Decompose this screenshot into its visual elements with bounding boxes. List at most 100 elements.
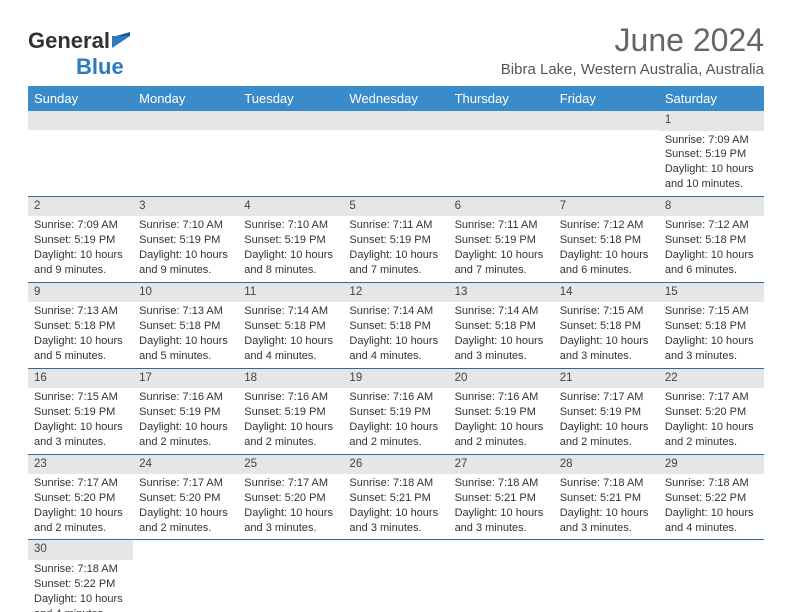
day-number: 10 — [133, 283, 238, 303]
calendar-cell: 10Sunrise: 7:13 AMSunset: 5:18 PMDayligh… — [133, 282, 238, 368]
calendar-cell: 3Sunrise: 7:10 AMSunset: 5:19 PMDaylight… — [133, 196, 238, 282]
day-number: 16 — [28, 369, 133, 389]
day-number: 15 — [659, 283, 764, 303]
calendar-cell — [343, 111, 448, 196]
day-body: Sunrise: 7:11 AMSunset: 5:19 PMDaylight:… — [449, 216, 554, 281]
day-number: 12 — [343, 283, 448, 303]
day-body: Sunrise: 7:17 AMSunset: 5:19 PMDaylight:… — [554, 388, 659, 453]
calendar-cell: 11Sunrise: 7:14 AMSunset: 5:18 PMDayligh… — [238, 282, 343, 368]
calendar-cell: 24Sunrise: 7:17 AMSunset: 5:20 PMDayligh… — [133, 454, 238, 540]
day-body: Sunrise: 7:14 AMSunset: 5:18 PMDaylight:… — [449, 302, 554, 367]
day-body: Sunrise: 7:14 AMSunset: 5:18 PMDaylight:… — [343, 302, 448, 367]
weekday-header: Sunday — [28, 86, 133, 111]
calendar-cell: 17Sunrise: 7:16 AMSunset: 5:19 PMDayligh… — [133, 368, 238, 454]
calendar-cell: 4Sunrise: 7:10 AMSunset: 5:19 PMDaylight… — [238, 196, 343, 282]
calendar-cell — [554, 540, 659, 612]
weekday-header: Wednesday — [343, 86, 448, 111]
calendar-cell: 27Sunrise: 7:18 AMSunset: 5:21 PMDayligh… — [449, 454, 554, 540]
day-number: 7 — [554, 197, 659, 217]
calendar-cell: 19Sunrise: 7:16 AMSunset: 5:19 PMDayligh… — [343, 368, 448, 454]
calendar-cell: 1Sunrise: 7:09 AMSunset: 5:19 PMDaylight… — [659, 111, 764, 196]
weekday-header: Saturday — [659, 86, 764, 111]
day-body: Sunrise: 7:10 AMSunset: 5:19 PMDaylight:… — [238, 216, 343, 281]
flag-icon — [112, 28, 134, 54]
calendar-cell: 23Sunrise: 7:17 AMSunset: 5:20 PMDayligh… — [28, 454, 133, 540]
calendar-cell: 2Sunrise: 7:09 AMSunset: 5:19 PMDaylight… — [28, 196, 133, 282]
day-body: Sunrise: 7:17 AMSunset: 5:20 PMDaylight:… — [659, 388, 764, 453]
calendar-cell — [554, 111, 659, 196]
day-body: Sunrise: 7:16 AMSunset: 5:19 PMDaylight:… — [343, 388, 448, 453]
calendar-cell: 28Sunrise: 7:18 AMSunset: 5:21 PMDayligh… — [554, 454, 659, 540]
day-number: 3 — [133, 197, 238, 217]
day-body: Sunrise: 7:17 AMSunset: 5:20 PMDaylight:… — [28, 474, 133, 539]
day-body: Sunrise: 7:12 AMSunset: 5:18 PMDaylight:… — [554, 216, 659, 281]
day-body: Sunrise: 7:16 AMSunset: 5:19 PMDaylight:… — [449, 388, 554, 453]
calendar-cell: 14Sunrise: 7:15 AMSunset: 5:18 PMDayligh… — [554, 282, 659, 368]
day-number: 19 — [343, 369, 448, 389]
day-body: Sunrise: 7:12 AMSunset: 5:18 PMDaylight:… — [659, 216, 764, 281]
calendar-week-row: 1Sunrise: 7:09 AMSunset: 5:19 PMDaylight… — [28, 111, 764, 196]
day-body: Sunrise: 7:15 AMSunset: 5:18 PMDaylight:… — [659, 302, 764, 367]
day-number: 9 — [28, 283, 133, 303]
day-body: Sunrise: 7:15 AMSunset: 5:19 PMDaylight:… — [28, 388, 133, 453]
day-body: Sunrise: 7:18 AMSunset: 5:21 PMDaylight:… — [449, 474, 554, 539]
calendar-cell: 13Sunrise: 7:14 AMSunset: 5:18 PMDayligh… — [449, 282, 554, 368]
calendar-cell: 7Sunrise: 7:12 AMSunset: 5:18 PMDaylight… — [554, 196, 659, 282]
day-number: 5 — [343, 197, 448, 217]
calendar-cell: 21Sunrise: 7:17 AMSunset: 5:19 PMDayligh… — [554, 368, 659, 454]
day-body: Sunrise: 7:18 AMSunset: 5:21 PMDaylight:… — [343, 474, 448, 539]
calendar-week-row: 23Sunrise: 7:17 AMSunset: 5:20 PMDayligh… — [28, 454, 764, 540]
day-number: 6 — [449, 197, 554, 217]
calendar-week-row: 16Sunrise: 7:15 AMSunset: 5:19 PMDayligh… — [28, 368, 764, 454]
day-number: 4 — [238, 197, 343, 217]
brand-logo: General Blue — [28, 28, 134, 80]
day-body: Sunrise: 7:17 AMSunset: 5:20 PMDaylight:… — [238, 474, 343, 539]
calendar-cell: 9Sunrise: 7:13 AMSunset: 5:18 PMDaylight… — [28, 282, 133, 368]
day-number: 11 — [238, 283, 343, 303]
calendar-cell — [659, 540, 764, 612]
calendar-cell: 12Sunrise: 7:14 AMSunset: 5:18 PMDayligh… — [343, 282, 448, 368]
day-number: 24 — [133, 455, 238, 475]
day-body: Sunrise: 7:11 AMSunset: 5:19 PMDaylight:… — [343, 216, 448, 281]
calendar-cell — [28, 111, 133, 196]
calendar-cell: 30Sunrise: 7:18 AMSunset: 5:22 PMDayligh… — [28, 540, 133, 612]
month-title: June 2024 — [501, 22, 764, 59]
logo-text: General Blue — [28, 28, 134, 80]
day-body: Sunrise: 7:18 AMSunset: 5:22 PMDaylight:… — [659, 474, 764, 539]
calendar-body: 1Sunrise: 7:09 AMSunset: 5:19 PMDaylight… — [28, 111, 764, 612]
weekday-header: Monday — [133, 86, 238, 111]
weekday-header-row: Sunday Monday Tuesday Wednesday Thursday… — [28, 86, 764, 111]
title-block: June 2024 Bibra Lake, Western Australia,… — [501, 22, 764, 78]
day-number: 18 — [238, 369, 343, 389]
calendar-cell: 16Sunrise: 7:15 AMSunset: 5:19 PMDayligh… — [28, 368, 133, 454]
location-subtitle: Bibra Lake, Western Australia, Australia — [501, 61, 764, 78]
day-body: Sunrise: 7:10 AMSunset: 5:19 PMDaylight:… — [133, 216, 238, 281]
day-number: 29 — [659, 455, 764, 475]
calendar-cell — [449, 540, 554, 612]
day-body: Sunrise: 7:13 AMSunset: 5:18 PMDaylight:… — [133, 302, 238, 367]
day-number: 13 — [449, 283, 554, 303]
header-row: General Blue June 2024 Bibra Lake, Weste… — [28, 22, 764, 80]
day-body: Sunrise: 7:09 AMSunset: 5:19 PMDaylight:… — [659, 131, 764, 196]
day-body: Sunrise: 7:17 AMSunset: 5:20 PMDaylight:… — [133, 474, 238, 539]
calendar-table: Sunday Monday Tuesday Wednesday Thursday… — [28, 86, 764, 612]
day-number: 2 — [28, 197, 133, 217]
calendar-page: General Blue June 2024 Bibra Lake, Weste… — [0, 0, 792, 612]
weekday-header: Thursday — [449, 86, 554, 111]
calendar-week-row: 9Sunrise: 7:13 AMSunset: 5:18 PMDaylight… — [28, 282, 764, 368]
calendar-cell — [133, 111, 238, 196]
weekday-header: Friday — [554, 86, 659, 111]
calendar-cell — [343, 540, 448, 612]
day-number: 26 — [343, 455, 448, 475]
calendar-cell: 26Sunrise: 7:18 AMSunset: 5:21 PMDayligh… — [343, 454, 448, 540]
calendar-cell — [133, 540, 238, 612]
calendar-cell: 29Sunrise: 7:18 AMSunset: 5:22 PMDayligh… — [659, 454, 764, 540]
calendar-cell: 5Sunrise: 7:11 AMSunset: 5:19 PMDaylight… — [343, 196, 448, 282]
day-number: 1 — [659, 111, 764, 131]
calendar-cell: 25Sunrise: 7:17 AMSunset: 5:20 PMDayligh… — [238, 454, 343, 540]
day-number: 21 — [554, 369, 659, 389]
calendar-cell: 8Sunrise: 7:12 AMSunset: 5:18 PMDaylight… — [659, 196, 764, 282]
day-body: Sunrise: 7:18 AMSunset: 5:21 PMDaylight:… — [554, 474, 659, 539]
calendar-week-row: 30Sunrise: 7:18 AMSunset: 5:22 PMDayligh… — [28, 540, 764, 612]
calendar-cell — [238, 540, 343, 612]
